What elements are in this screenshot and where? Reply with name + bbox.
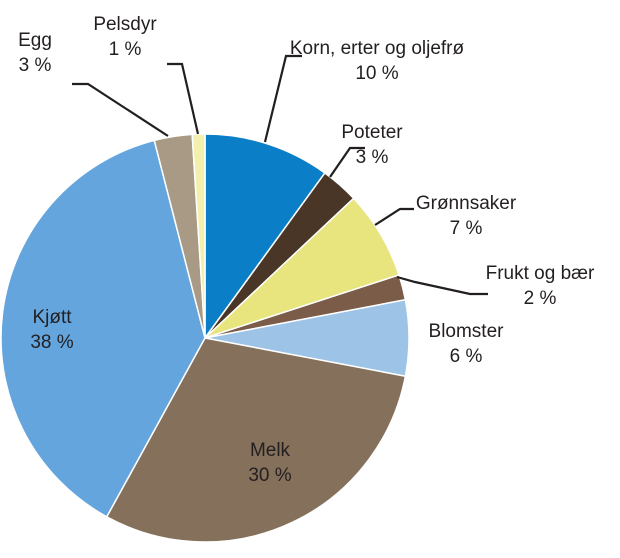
slice-label-kjott: Kjøtt 38 % — [30, 307, 73, 353]
slice-label-poteter: Poteter 3 % — [341, 122, 403, 168]
pie-slice-pelsdyr — [191, 133, 206, 339]
slice-label-frukt-og-baer: Frukt og bær 2 % — [486, 263, 595, 309]
slice-name: Blomster — [429, 321, 505, 342]
leader-line-egg — [72, 82, 169, 137]
slice-name: Pelsdyr — [93, 14, 157, 35]
slice-name: Egg — [18, 30, 52, 51]
leader-line-gronnsaker — [374, 207, 414, 226]
slice-label-melk: Melk 30 % — [248, 440, 291, 486]
slice-name: Korn, erter og oljefrø — [290, 38, 465, 59]
pie-slice-melk — [105, 337, 407, 543]
slice-label-egg: Egg 3 % — [18, 30, 52, 76]
slice-label-blomster: Blomster 6 % — [429, 321, 505, 367]
slice-percent: 2 % — [524, 288, 557, 309]
leader-line-korn-erter-og-oljefro — [263, 54, 302, 143]
slice-labels: Korn, erter og oljefrø 10 % Poteter 3 % Grøn… — [18, 14, 595, 486]
slice-percent: 3 % — [356, 147, 389, 168]
slice-label-gronnsaker: Grønnsaker 7 % — [416, 193, 517, 239]
slice-percent: 10 % — [355, 63, 398, 84]
slice-name: Frukt og bær — [486, 263, 595, 284]
leader-line-poteter — [329, 146, 365, 178]
slice-percent: 6 % — [450, 346, 483, 367]
slice-name: Melk — [250, 440, 291, 461]
slice-label-korn-erter-og-oljefro: Korn, erter og oljefrø 10 % — [290, 38, 465, 84]
slice-name: Kjøtt — [32, 307, 72, 328]
slice-percent: 30 % — [248, 465, 291, 486]
slice-name: Poteter — [341, 122, 403, 143]
leader-line-pelsdyr — [167, 62, 200, 135]
pie-slices — [0, 133, 410, 543]
slice-name: Grønnsaker — [416, 193, 517, 214]
pie-slice-korn-erter-og-oljefro — [204, 133, 326, 341]
slice-percent: 1 % — [109, 39, 142, 60]
slice-percent: 3 % — [19, 55, 52, 76]
slice-percent: 7 % — [450, 218, 483, 239]
leader-lines — [72, 54, 488, 296]
leader-line-frukt-og-baer — [396, 275, 488, 296]
slice-label-pelsdyr: Pelsdyr 1 % — [93, 14, 157, 60]
slice-percent: 38 % — [30, 332, 73, 353]
pie-slice-kjott — [0, 139, 206, 518]
